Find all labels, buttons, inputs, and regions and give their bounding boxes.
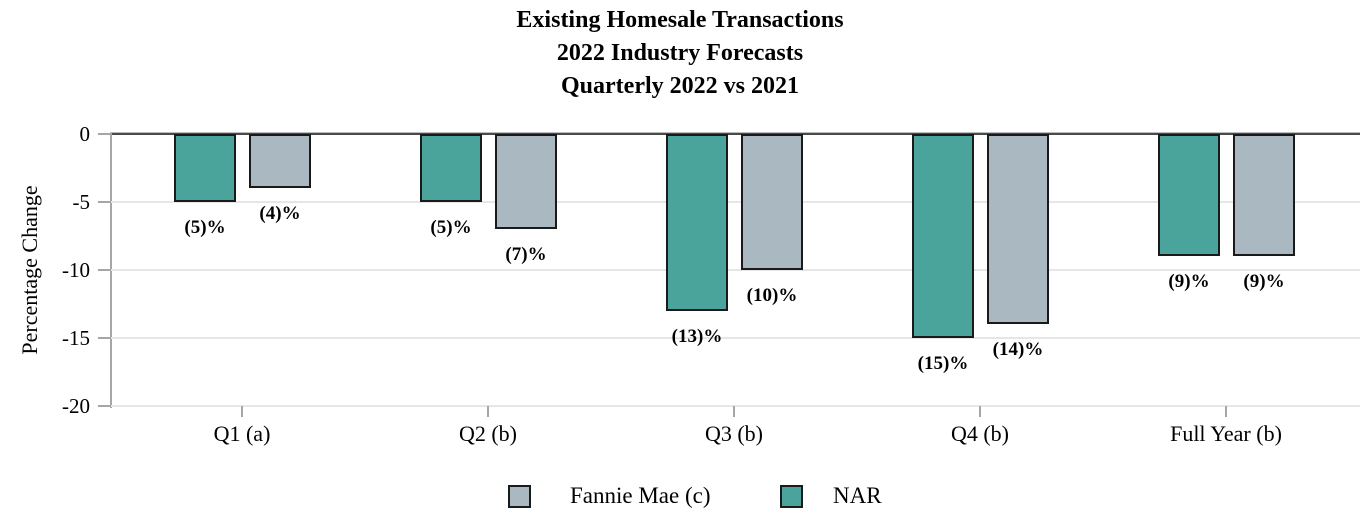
bar-fannie-mae-c-q4 — [987, 134, 1049, 324]
bar-value-label: (5)% — [430, 217, 472, 238]
y-axis-tick — [98, 133, 111, 135]
gridline-y-5 — [110, 201, 1360, 203]
x-axis-tick — [733, 406, 735, 417]
y-axis-tick — [98, 269, 111, 271]
legend-label-fannie-mae: Fannie Mae (c) — [570, 483, 711, 508]
chart-title: Existing Homesale Transactions 2022 Indu… — [0, 4, 1360, 103]
bar-value-label: (9)% — [1243, 271, 1285, 292]
bar-value-label: (13)% — [671, 326, 723, 347]
x-axis-tick — [487, 406, 489, 417]
bar-fannie-mae-c-q3 — [741, 134, 803, 270]
y-axis-tick — [98, 201, 111, 203]
y-axis-tick — [98, 405, 111, 407]
bar-fannie-mae-c-q2 — [495, 134, 557, 229]
bar-value-label: (14)% — [992, 339, 1044, 360]
bar-fannie-mae-c-full — [1233, 134, 1295, 256]
bar-fannie-mae-c-q1 — [249, 134, 311, 188]
chart-title-line-1: Existing Homesale Transactions — [516, 7, 844, 33]
y-axis-tick — [98, 337, 111, 339]
chart-title-line-2: 2022 Industry Forecasts — [556, 40, 804, 66]
y-tick-label: -20 — [62, 394, 90, 418]
x-tick-label: Q1 (a) — [213, 421, 271, 446]
x-tick-label: Q4 (b) — [950, 421, 1010, 446]
gridline-y-15 — [110, 337, 1360, 339]
bar-value-label: (7)% — [505, 244, 547, 265]
legend-swatch-nar — [780, 485, 803, 508]
y-tick-label: 0 — [79, 122, 91, 146]
x-tick-label: Q3 (b) — [704, 421, 764, 446]
x-axis-tick — [979, 406, 981, 417]
x-tick-label: Full Year (b) — [1170, 421, 1282, 446]
bar-value-label: (15)% — [917, 353, 969, 374]
bar-nar-q1 — [174, 134, 236, 202]
x-axis-tick — [1225, 406, 1227, 417]
legend-label-nar: NAR — [833, 483, 882, 508]
y-tick-label: -5 — [72, 190, 91, 214]
bar-nar-q4 — [912, 134, 974, 338]
bar-value-label: (9)% — [1168, 271, 1210, 292]
bar-nar-q3 — [666, 134, 728, 311]
gridline-y-10 — [110, 269, 1360, 271]
y-tick-label: -15 — [62, 326, 90, 350]
gridline-y-20 — [110, 405, 1360, 407]
legend-swatch-fannie-mae — [508, 485, 531, 508]
x-tick-label: Q2 (b) — [458, 421, 518, 446]
chart-title-line-3: Quarterly 2022 vs 2021 — [561, 73, 799, 99]
bar-nar-q2 — [420, 134, 482, 202]
bar-value-label: (4)% — [259, 203, 301, 224]
y-tick-label: -10 — [62, 258, 90, 282]
bar-nar-full — [1158, 134, 1220, 256]
bar-value-label: (5)% — [184, 217, 226, 238]
zero-baseline — [110, 132, 1360, 135]
x-axis-tick — [241, 406, 243, 417]
bar-value-label: (10)% — [746, 285, 798, 306]
